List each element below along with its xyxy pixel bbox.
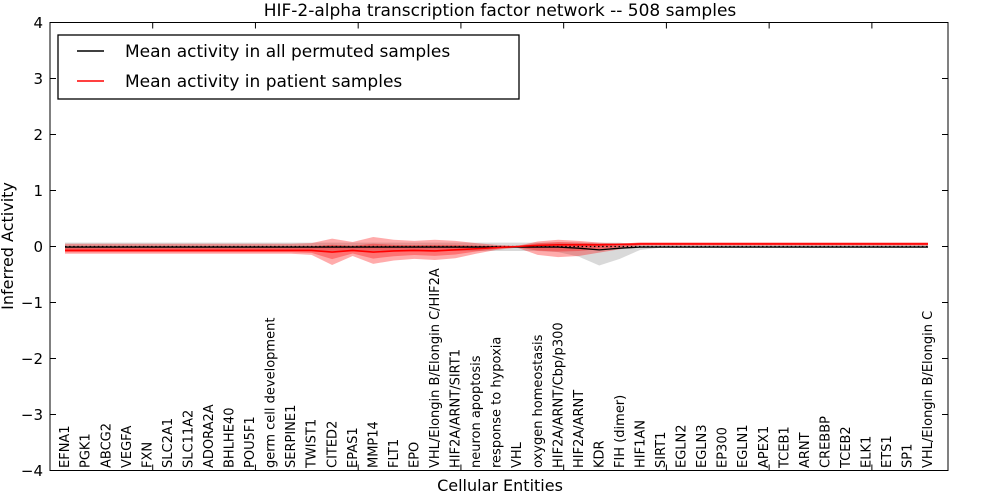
x-category-label: MMP14 (366, 421, 381, 468)
y-tick-label: −4 (21, 462, 43, 480)
patient-mean-line (65, 243, 928, 253)
x-category-label: EGLN2 (675, 424, 690, 468)
x-category-labels-layer: EFNA1 PGK1 ABCG2 VEGFA FXN SLC2A1 SLC11A2 ADORA… (58, 268, 936, 469)
y-tick-label: −3 (21, 406, 43, 424)
x-category-label: CITED2 (325, 421, 340, 468)
x-category-label: FXN (140, 442, 155, 468)
y-tick-label: −2 (21, 350, 43, 368)
x-category-label: HIF1AN (633, 420, 648, 468)
x-category-label: EPO (407, 442, 422, 468)
x-category-label: VHL/Elongin B/Elongin C/HIF2A (428, 268, 443, 468)
legend-border (57, 34, 520, 100)
x-category-label: ETS1 (880, 435, 895, 468)
x-category-label: TCEB1 (777, 426, 792, 469)
x-category-label: germ cell development (264, 318, 279, 468)
x-axis-label: Cellular Entities (437, 476, 563, 495)
uncertainty-bands-layer (65, 236, 928, 266)
x-category-label: oxygen homeostasis (531, 334, 546, 468)
y-tick-label: 4 (33, 14, 43, 32)
x-category-label: SP1 (901, 444, 916, 468)
x-category-label: response to hypoxia (490, 337, 505, 468)
y-tick-label: 3 (33, 70, 43, 88)
y-tick-labels-layer: 4 3 2 1 0 −1 −2 −3 −4 (21, 14, 43, 480)
x-category-label: SLC2A1 (161, 418, 176, 468)
permuted-band-area (65, 242, 928, 266)
axis-ticks-layer (50, 22, 948, 471)
x-category-label: ARNT (798, 432, 813, 468)
x-category-label: HIF2A/ARNT (572, 390, 587, 468)
x-category-label: HIF2A/ARNT/Cbp/p300 (551, 322, 566, 468)
x-category-label: VHL/Elongin B/Elongin C (921, 311, 936, 468)
x-category-label: HIF2A/ARNT/SIRT1 (449, 349, 464, 468)
legend-box: Mean activity in all permuted samples Me… (57, 34, 520, 100)
x-category-label: POU5F1 (243, 416, 258, 468)
x-category-label: KDR (592, 440, 607, 468)
x-category-label: ADORA2A (202, 404, 217, 468)
x-category-label: VEGFA (120, 426, 135, 468)
y-tick-label: 0 (33, 238, 43, 256)
x-category-label: CREBBP (818, 416, 833, 468)
x-category-label: ELK1 (860, 436, 875, 468)
x-category-label: SIRT1 (654, 432, 669, 468)
y-tick-label: 1 (33, 182, 43, 200)
chart-title: HIF-2-alpha transcription factor network… (264, 1, 737, 21)
x-category-label: BHLHE40 (223, 408, 238, 468)
x-category-label: EGLN3 (695, 424, 710, 468)
mean-lines-layer (65, 243, 928, 253)
x-category-label: EP300 (716, 427, 731, 468)
x-category-label: SLC11A2 (181, 410, 196, 468)
x-category-label: APEX1 (757, 426, 772, 468)
x-category-label: TWIST1 (305, 419, 320, 469)
x-category-label: EPAS1 (346, 427, 361, 468)
x-category-label: EGLN1 (736, 424, 751, 468)
x-category-label: FIH (dimer) (613, 395, 628, 468)
x-category-label: ABCG2 (99, 423, 114, 468)
y-axis-label: Inferred Activity (0, 182, 17, 310)
x-category-label: SERPINE1 (284, 405, 299, 468)
x-category-label: VHL (510, 441, 525, 468)
x-category-label: TCEB2 (839, 426, 854, 469)
y-tick-label: 2 (33, 126, 43, 144)
x-category-label: FLT1 (387, 439, 402, 468)
x-category-label: neuron apoptosis (469, 355, 484, 468)
y-tick-label: −1 (21, 294, 43, 312)
x-category-label: EFNA1 (58, 425, 73, 468)
legend-label-permuted: Mean activity in all permuted samples (125, 42, 450, 62)
x-category-label: PGK1 (79, 433, 94, 468)
legend-label-patient: Mean activity in patient samples (125, 72, 402, 92)
